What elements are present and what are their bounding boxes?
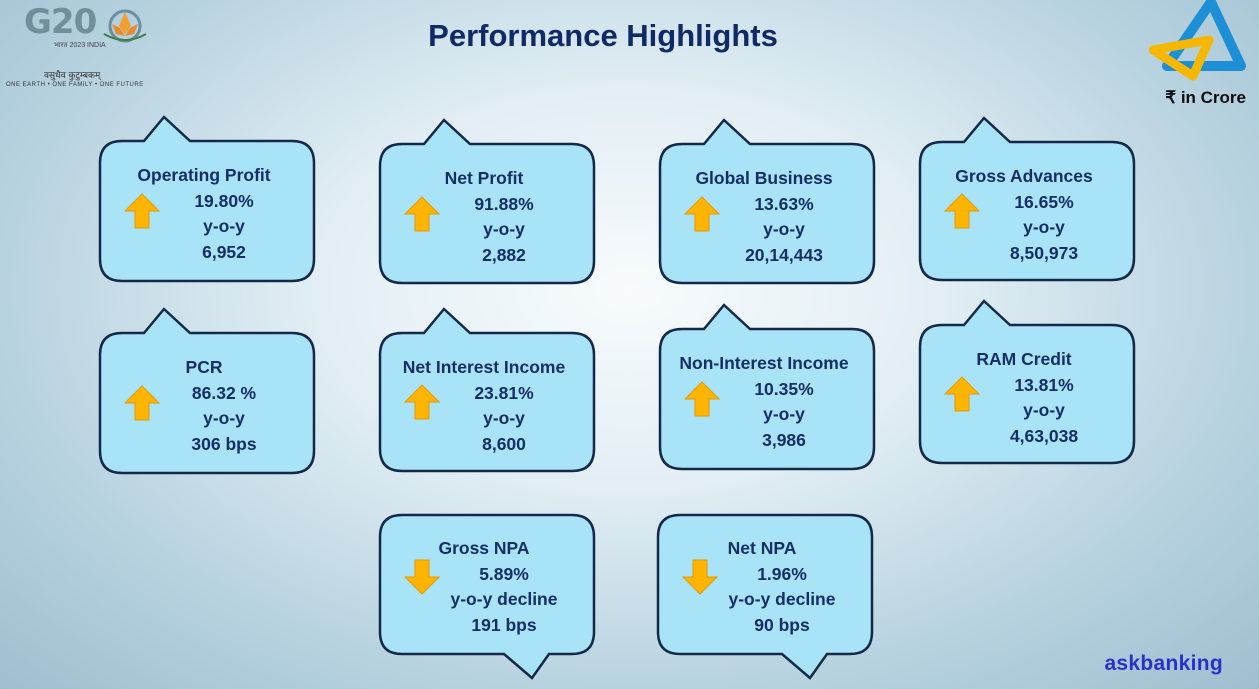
metric-title: Net Interest Income [402,357,566,377]
trend-up-arrow-icon [944,193,980,229]
metric-amount: 20,14,443 [745,244,823,265]
callout-shape [98,115,316,283]
callout-shape [918,116,1136,282]
callout-shape [658,118,876,285]
metric-label: y-o-y [1023,217,1065,237]
metric-amount: 90 bps [754,614,810,635]
metric-card-gross-advances: Gross Advances 16.65% y-o-y 8,50,973 [918,116,1136,282]
metric-value: 16.65% [1014,191,1074,212]
trend-up-arrow-icon [404,384,440,420]
trend-up-arrow-icon [124,193,160,229]
metric-title: Operating Profit [137,165,271,185]
metric-label: y-o-y [763,404,805,424]
metric-value: 5.89% [479,563,529,584]
trend-up-arrow-icon [944,376,980,412]
metric-amount: 8,50,973 [1009,242,1079,263]
callout-shape [656,513,874,680]
metric-value: 13.63% [754,193,814,214]
g20-logo: G20 भारत 2023 INDIA वसुधैव कुटुम्बकम् ON… [6,2,166,94]
trend-up-arrow-icon [684,381,720,417]
metric-title: Non-Interest Income [679,353,849,373]
callout-shape [378,307,596,473]
metric-text: Gross Advances 16.65% y-o-y 8,50,973 [920,164,1134,266]
metric-label: y-o-y [203,408,245,428]
metric-label: y-o-y [483,408,525,428]
metric-text: Net Profit 91.88% y-o-y 2,882 [380,166,594,268]
page-title: Performance Highlights [428,18,778,53]
metric-value: 91.88% [474,193,534,214]
metric-card-net-npa: Net NPA 1.96% y-o-y decline 90 bps [656,513,874,680]
lotus-icon [103,9,147,43]
metric-text: Net Interest Income 23.81% y-o-y 8,600 [380,355,594,457]
metric-text: PCR 86.32 % y-o-y 306 bps [100,355,314,457]
metric-amount: 2,882 [482,244,526,265]
callout-shape [378,118,596,285]
trend-up-arrow-icon [684,195,720,231]
metric-title: PCR [185,357,223,377]
metric-text: Global Business 13.63% y-o-y 20,14,443 [660,166,874,268]
metric-value: 23.81% [474,382,534,403]
metric-label: y-o-y decline [450,589,558,609]
metric-text: Net NPA 1.96% y-o-y decline 90 bps [658,536,872,638]
metric-label: y-o-y [1023,400,1065,420]
metric-card-operating-profit: Operating Profit 19.80% y-o-y 6,952 [98,115,316,283]
metric-amount: 3,986 [762,429,806,450]
g20-logo-text: G20 [24,2,97,42]
metric-value: 13.81% [1014,374,1074,395]
metric-title: Gross NPA [438,538,530,558]
metric-card-gross-npa: Gross NPA 5.89% y-o-y decline 191 bps [378,513,596,680]
metric-value: 86.32 % [191,382,257,403]
metric-amount: 4,63,038 [1009,425,1079,446]
callout-shape [98,307,316,475]
metric-label: y-o-y decline [728,589,836,609]
metric-label: y-o-y [763,219,805,239]
g20-logo-subtitle: भारत 2023 INDIA [54,42,106,49]
trend-up-arrow-icon [404,195,440,231]
callout-shape [918,299,1136,465]
metric-text: Operating Profit 19.80% y-o-y 6,952 [100,163,314,265]
metric-title: RAM Credit [976,349,1072,369]
metric-amount: 306 bps [191,433,257,454]
askbanking-watermark: askbanking [1104,652,1223,675]
metric-amount: 8,600 [482,433,526,454]
trend-down-arrow-icon [404,559,440,595]
metric-amount: 191 bps [471,614,537,635]
metric-title: Net NPA [727,538,797,558]
metric-card-net-profit: Net Profit 91.88% y-o-y 2,882 [378,118,596,285]
trend-up-arrow-icon [124,385,160,421]
metric-title: Net Profit [444,168,524,188]
metric-amount: 6,952 [202,241,246,262]
trend-down-arrow-icon [682,559,718,595]
metric-value: 10.35% [754,378,814,399]
metric-card-non-interest-income: Non-Interest Income 10.35% y-o-y 3,986 [658,303,876,471]
callout-shape [378,513,596,680]
metric-card-pcr: PCR 86.32 % y-o-y 306 bps [98,307,316,475]
metric-text: Non-Interest Income 10.35% y-o-y 3,986 [660,351,874,453]
bank-logo-icon [1149,0,1246,81]
metric-title: Global Business [695,168,833,188]
g20-logo-tagline: ONE EARTH • ONE FAMILY • ONE FUTURE [6,82,144,88]
callout-shape [658,303,876,471]
metric-card-ram-credit: RAM Credit 13.81% y-o-y 4,63,038 [918,299,1136,465]
g20-logo-hindi: वसुधैव कुटुम्बकम् [44,71,101,81]
metric-value: 19.80% [194,190,254,211]
metric-card-global-business: Global Business 13.63% y-o-y 20,14,443 [658,118,876,285]
metric-text: RAM Credit 13.81% y-o-y 4,63,038 [920,347,1134,449]
metric-label: y-o-y [483,219,525,239]
metric-text: Gross NPA 5.89% y-o-y decline 191 bps [380,536,594,638]
unit-label: ₹ in Crore [1165,88,1246,107]
metric-label: y-o-y [203,216,245,236]
metric-card-net-interest-income: Net Interest Income 23.81% y-o-y 8,600 [378,307,596,473]
metric-title: Gross Advances [955,166,1093,186]
metric-value: 1.96% [757,563,807,584]
